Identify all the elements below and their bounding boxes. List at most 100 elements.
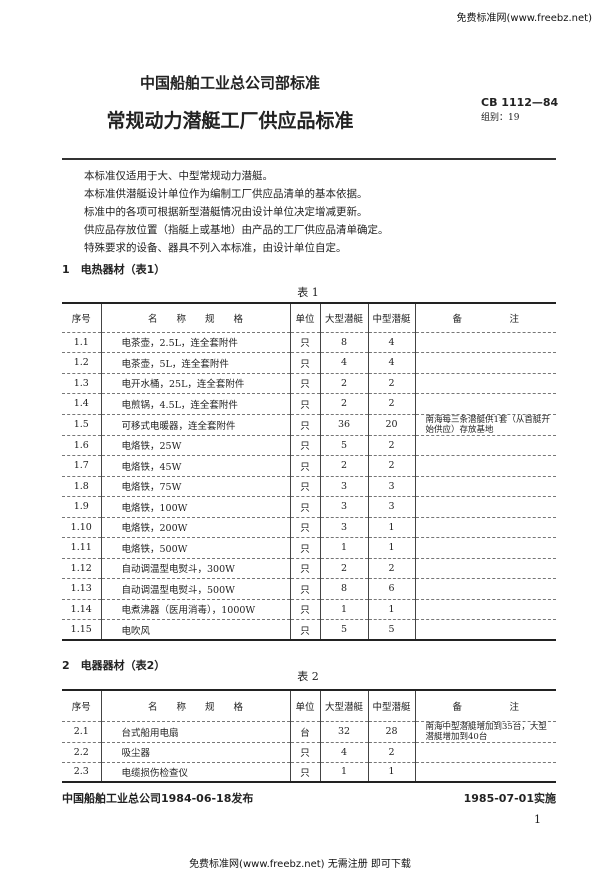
large-sub-qty-cell: 8	[319, 578, 368, 600]
remarks-cell	[414, 578, 556, 600]
table-row: 1.14 电煮沸器（医用消毒），1000W 只 1 1	[62, 599, 556, 620]
group-number: 组别：19	[481, 113, 520, 123]
column-header: 名 称 规 格	[100, 690, 290, 722]
remarks-cell	[414, 762, 556, 783]
seq-cell: 1.10	[62, 517, 101, 538]
remarks-cell	[414, 558, 556, 579]
medium-sub-qty-cell: 3	[367, 476, 415, 497]
table-row: 1.12 自动调温型电熨斗，300W 只 2 2	[62, 558, 556, 579]
effective-date: 1985-07-01实施	[463, 792, 556, 805]
unit-cell: 只	[289, 435, 320, 456]
large-sub-qty-cell: 5	[319, 435, 368, 456]
intro-paragraphs: 本标准仅适用于大、中型常规动力潜艇。本标准供潜艇设计单位作为编制工厂供应品清单的…	[84, 167, 389, 257]
intro-line: 本标准仅适用于大、中型常规动力潜艇。	[84, 170, 273, 182]
unit-cell: 只	[289, 393, 320, 415]
table-row: 1.15 电吹风只 5 5	[62, 619, 556, 641]
intro-line: 特殊要求的设备、器具不列入本标准，由设计单位自定。	[84, 242, 347, 254]
medium-sub-qty-cell: 2	[367, 742, 415, 763]
remarks-cell: 南海中型潜艇增加到35台，大型潜艇增加到40台	[414, 721, 556, 743]
column-header: 单位	[289, 690, 320, 722]
medium-sub-qty-cell: 2	[367, 455, 415, 477]
unit-cell: 只	[289, 537, 320, 559]
column-header: 序号	[62, 303, 101, 333]
large-sub-qty-cell: 4	[319, 352, 368, 374]
unit-cell: 只	[289, 373, 320, 394]
unit-cell: 只	[289, 476, 320, 497]
name-spec-cell: 电烙铁，45W	[100, 455, 290, 477]
medium-sub-qty-cell: 28	[367, 721, 415, 743]
page-number: 1	[534, 813, 541, 826]
issue-date: 中国船舶工业总公司1984-06-18发布	[62, 792, 254, 805]
remarks-cell	[414, 352, 556, 374]
medium-sub-qty-cell: 1	[367, 537, 415, 559]
name-spec-cell: 电缆损伤检查仪	[100, 762, 290, 783]
remarks-cell	[414, 435, 556, 456]
name-spec-cell: 电煎锅，4.5L，连全套附件	[100, 393, 290, 415]
seq-cell: 1.12	[62, 558, 101, 579]
remarks-cell	[414, 742, 556, 763]
unit-cell: 只	[289, 414, 320, 436]
seq-cell: 2.1	[62, 721, 101, 743]
name-spec-cell: 电吹风	[100, 619, 290, 641]
large-sub-qty-cell: 2	[319, 393, 368, 415]
name-spec-cell: 吸尘器	[100, 742, 290, 763]
column-header: 备 注	[414, 303, 556, 333]
unit-cell: 只	[289, 558, 320, 579]
name-spec-cell: 电烙铁，200W	[100, 517, 290, 538]
large-sub-qty-cell: 1	[319, 599, 368, 620]
large-sub-qty-cell: 36	[319, 414, 368, 436]
unit-cell: 只	[289, 496, 320, 518]
unit-cell: 台	[289, 721, 320, 743]
unit-cell: 只	[289, 455, 320, 477]
intro-line: 本标准供潜艇设计单位作为编制工厂供应品清单的基本依据。	[84, 188, 368, 200]
table-row: 1.6 电烙铁，25W 只 5 2	[62, 435, 556, 456]
table-1: 序号名 称 规 格单位 大型潜艇 中型潜艇备 注 1.1 电茶壶，2.5L，连全套附件只…	[62, 302, 556, 641]
unit-cell: 只	[289, 578, 320, 600]
name-spec-cell: 电烙铁，25W	[100, 435, 290, 456]
name-spec-cell: 电烙铁，75W	[100, 476, 290, 497]
table-row: 1.3 电开水桶，25L，连全套附件只 2 2	[62, 373, 556, 394]
page-title: 常规动力潜艇工厂供应品标准	[106, 110, 354, 132]
name-spec-cell: 电茶壶，2.5L，连全套附件	[100, 332, 290, 353]
large-sub-qty-cell: 1	[319, 762, 368, 783]
column-header: 名 称 规 格	[100, 303, 290, 333]
medium-sub-qty-cell: 4	[367, 332, 415, 353]
remarks-cell	[414, 393, 556, 415]
large-sub-qty-cell: 3	[319, 517, 368, 538]
watermark-bottom: 免费标准网(www.freebz.net) 无需注册 即可下载	[189, 859, 411, 870]
table-2-caption: 表 2	[297, 670, 319, 683]
name-spec-cell: 电茶壶，5L，连全套附件	[100, 352, 290, 374]
large-sub-qty-cell: 5	[319, 619, 368, 641]
seq-cell: 1.8	[62, 476, 101, 497]
remarks-cell	[414, 332, 556, 353]
name-spec-cell: 自动调温型电熨斗，300W	[100, 558, 290, 579]
seq-cell: 2.2	[62, 742, 101, 763]
large-sub-qty-cell: 4	[319, 742, 368, 763]
standard-code: CB 1112—84	[481, 96, 559, 109]
medium-sub-qty-cell: 2	[367, 435, 415, 456]
column-header: 备 注	[414, 690, 556, 722]
remarks-cell	[414, 537, 556, 559]
column-header: 大型潜艇	[319, 690, 368, 722]
name-spec-cell: 电烙铁，500W	[100, 537, 290, 559]
large-sub-qty-cell: 1	[319, 537, 368, 559]
section-1-heading: 1 电热器材（表1）	[62, 263, 166, 276]
seq-cell: 1.1	[62, 332, 101, 353]
medium-sub-qty-cell: 20	[367, 414, 415, 436]
table-row: 1.5 可移式电暖器，连全套附件只 36 20 南海每三条潜艇供1套（从首艇开始供应）存…	[62, 414, 556, 436]
large-sub-qty-cell: 2	[319, 558, 368, 579]
table-row: 1.11 电烙铁，500W 只 1 1	[62, 537, 556, 559]
seq-cell: 1.2	[62, 352, 101, 374]
table-row: 1.9 电烙铁，100W 只 3 3	[62, 496, 556, 518]
seq-cell: 1.6	[62, 435, 101, 456]
remarks-cell: 南海每三条潜艇供1套（从首艇开始供应）存放基地	[414, 414, 556, 436]
seq-cell: 2.3	[62, 762, 101, 783]
unit-cell: 只	[289, 619, 320, 641]
table-1-caption: 表 1	[297, 286, 319, 299]
medium-sub-qty-cell: 5	[367, 619, 415, 641]
medium-sub-qty-cell: 2	[367, 393, 415, 415]
name-spec-cell: 电煮沸器（医用消毒），1000W	[100, 599, 290, 620]
unit-cell: 只	[289, 517, 320, 538]
name-spec-cell: 可移式电暖器，连全套附件	[100, 414, 290, 436]
medium-sub-qty-cell: 6	[367, 578, 415, 600]
